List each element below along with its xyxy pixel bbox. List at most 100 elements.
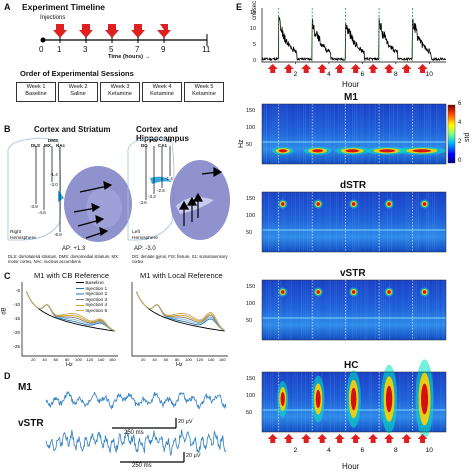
panel-a-label: A	[4, 2, 11, 12]
spectro-hotspot-core	[280, 392, 285, 406]
sessions-title: Order of Experimental Sessions	[20, 69, 134, 78]
spectro-hotspot-core	[385, 385, 393, 413]
spectro-ylabel: Hz	[238, 139, 245, 148]
speed-xticks: 2 4 6 8 10	[294, 62, 433, 78]
session-box: Week 5 Ketamine	[184, 82, 224, 102]
spectro-hotspot-core	[412, 149, 432, 153]
injection-arrow	[334, 64, 345, 73]
psd-xtick: 100	[75, 357, 82, 362]
spectro-hotspot-core	[421, 383, 429, 415]
panel-d: D M1 vSTR 250 ms 20 μV 250 ms 20 μV	[0, 370, 232, 472]
region-title-dstr: dSTR	[340, 180, 367, 191]
psd-left-yticks: -5 -10 -15 -20 -25	[13, 288, 20, 349]
colorbar-tick: 4	[458, 120, 462, 126]
psd-xtick: 80	[65, 357, 70, 362]
colorbar	[447, 104, 456, 164]
spectro-hotspot-core	[315, 389, 321, 409]
psd-left-lines	[26, 291, 115, 332]
legend-entry-injection-3: Injection 3	[76, 298, 120, 304]
session-box: Week 2 Saline	[58, 82, 98, 102]
trace-vstr-label: vSTR	[18, 418, 44, 429]
injection-arrow	[334, 434, 345, 443]
session-drug: Ketamine	[192, 90, 216, 97]
left-probe-label: MX	[44, 143, 51, 148]
timeline-tick: 7	[135, 45, 140, 54]
amp-scale-1: 20 μV	[178, 419, 193, 425]
panel-e-svg: 2 4 6 8 10 2 4 6 8 10	[261, 8, 456, 454]
psd-xtick: 120	[86, 357, 93, 362]
psd-ytick: -15	[13, 316, 20, 321]
legend-label: Baseline	[85, 281, 104, 286]
timeline-svg	[40, 24, 208, 46]
injection-arrow	[283, 64, 294, 73]
hz-tick: 50	[246, 410, 253, 416]
legend-entry-injection-5: Injection 5	[76, 309, 120, 315]
injection-arrow	[417, 434, 428, 443]
timeline-tick: 3	[83, 45, 88, 54]
spectro-hotspot-core	[312, 149, 324, 153]
time-scale-1: 250 ms	[124, 430, 144, 436]
spectro-xtick: 10	[426, 447, 434, 454]
spectrogram-dstr	[261, 191, 447, 253]
colorbar-tick: 6	[458, 101, 462, 107]
psd-line-2	[136, 291, 225, 331]
injection-arrow-7	[131, 24, 145, 38]
hz-tick: 50	[246, 230, 253, 236]
hz-tick: 100	[246, 213, 256, 219]
hz-tick: 150	[246, 108, 256, 114]
hz-tick: 150	[246, 376, 256, 382]
spectro-injection-arrows	[267, 434, 428, 443]
hz-tick: 50	[246, 318, 253, 324]
speed-xtick: 6	[361, 71, 365, 78]
psd-xtick: 60	[54, 357, 59, 362]
timeline-title: Experiment Timeline	[22, 2, 105, 12]
psd-line-0	[136, 291, 225, 332]
region-title-hc: HC	[344, 360, 359, 371]
timeline-tick-marks	[59, 34, 208, 46]
session-week: Week 5	[194, 84, 214, 90]
legend-entry-injection-1: Injection 1	[76, 287, 120, 293]
right-probes	[145, 146, 171, 200]
speed-injection-arrows	[267, 64, 428, 73]
psd-xtick: 100	[185, 357, 192, 362]
spectro-hotspot-core	[316, 290, 320, 294]
session-drug: Baseline	[25, 90, 47, 97]
right-ventricle	[150, 176, 172, 184]
injection-arrow	[384, 434, 395, 443]
injection-arrow-5	[105, 24, 119, 38]
psd-xtick: 140	[98, 357, 105, 362]
session-week: Week 4	[152, 84, 172, 90]
injection-arrow	[368, 434, 379, 443]
left-histology-arrows	[73, 181, 113, 239]
right-ap: AP: -3.0	[134, 246, 156, 252]
psd-ytick: -20	[13, 330, 20, 335]
hz-tick: 150	[246, 284, 256, 290]
speed-axes	[261, 8, 446, 63]
spectrograms: 2 4 6 8 10	[261, 103, 447, 454]
left-probes	[35, 146, 61, 232]
left-probe-label: NAc	[56, 143, 66, 148]
left-depth: -1.4	[50, 172, 58, 177]
left-depth: -4.6	[38, 210, 46, 215]
legend-entry-injection-2: Injection 2	[76, 292, 120, 298]
injection-arrows	[53, 24, 171, 38]
injection-arrow-9	[157, 24, 171, 38]
right-probe-label: S1	[166, 138, 172, 143]
speed-ytick: 10	[250, 26, 257, 32]
spectro-hotspot-core	[351, 202, 356, 206]
spectro-hotspot-core	[316, 202, 320, 206]
spectro-hotspot-core	[351, 290, 356, 294]
hz-tick: 100	[246, 301, 256, 307]
psd-xtick: 160	[219, 357, 226, 362]
injection-arrow	[384, 64, 395, 73]
spectrogram-hc	[261, 359, 447, 439]
spectro-hotspot-core	[345, 149, 360, 153]
psd-xtick: 20	[31, 357, 36, 362]
session-drug: Saline	[70, 90, 86, 97]
spectro-xtick: 4	[327, 447, 331, 454]
speed-xlabel: Hour	[342, 80, 360, 89]
injection-arrow	[317, 434, 328, 443]
session-box: Week 4 Ketamine	[142, 82, 182, 102]
timeline-tick: 0	[39, 45, 44, 54]
left-depth: -3.8	[30, 204, 38, 209]
